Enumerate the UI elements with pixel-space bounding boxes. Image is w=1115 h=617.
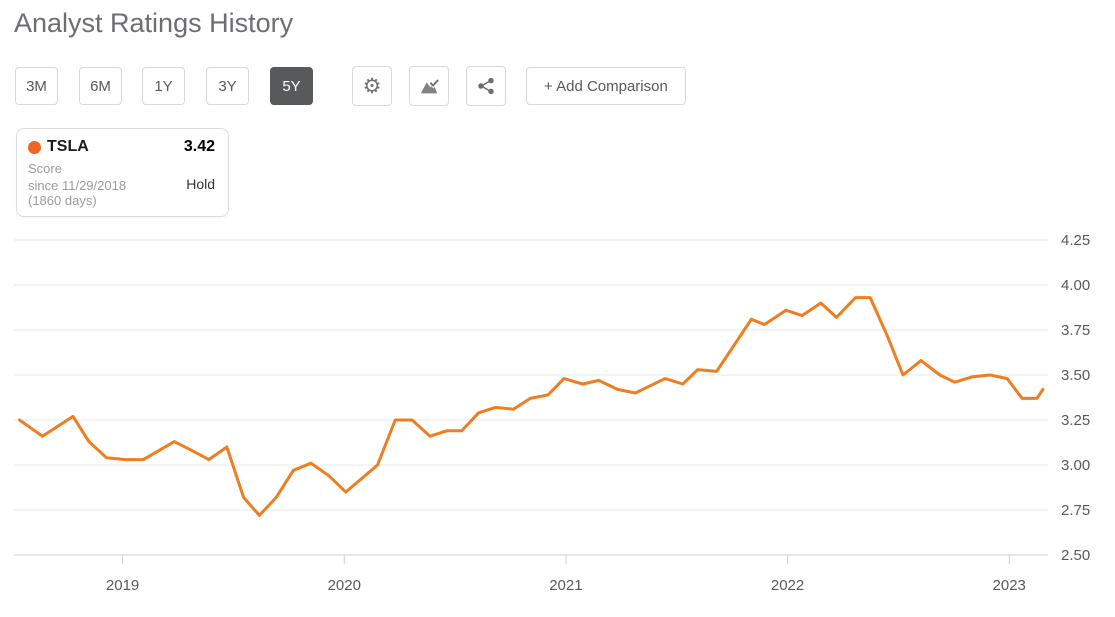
y-tick-label: 3.00 [1061, 457, 1090, 474]
series-dot-icon [28, 141, 41, 154]
y-tick-label: 3.75 [1061, 322, 1090, 339]
y-tick-label: 2.50 [1061, 547, 1090, 564]
page-title: Analyst Ratings History [14, 8, 294, 38]
legend-score-label: Score [28, 161, 62, 176]
y-tick-label: 3.25 [1061, 412, 1090, 429]
legend-since-date: since 11/29/2018 [28, 178, 127, 193]
share-icon [476, 76, 496, 96]
legend-card: TSLA 3.42 Score since 11/29/2018 (1860 d… [16, 128, 229, 217]
legend-since-days: (1860 days) [28, 193, 97, 208]
x-tick-label: 2022 [771, 577, 804, 594]
range-button-1y[interactable]: 1Y [142, 67, 185, 105]
y-tick-label: 4.25 [1061, 232, 1090, 249]
y-tick-label: 3.50 [1061, 367, 1090, 384]
legend-ticker: TSLA [47, 138, 89, 155]
y-tick-label: 4.00 [1061, 277, 1090, 294]
chart-style-button[interactable] [409, 66, 449, 106]
range-button-5y[interactable]: 5Y [270, 67, 313, 105]
range-button-3m[interactable]: 3M [15, 67, 58, 105]
range-button-3y[interactable]: 3Y [206, 67, 249, 105]
x-tick-label: 2020 [328, 577, 361, 594]
x-tick-label: 2023 [993, 577, 1026, 594]
x-tick-label: 2021 [549, 577, 582, 594]
x-tick-label: 2019 [106, 577, 139, 594]
gear-icon: ⚙ [362, 73, 382, 98]
legend-score-value: 3.42 [183, 138, 215, 155]
add-comparison-button[interactable]: + Add Comparison [526, 67, 686, 105]
range-button-6m[interactable]: 6M [79, 67, 122, 105]
y-tick-label: 2.75 [1061, 502, 1090, 519]
settings-button[interactable]: ⚙ [352, 66, 392, 106]
score-line-series[interactable] [18, 296, 1045, 517]
mountain-chart-icon [418, 75, 440, 97]
legend-rating-badge: Hold [186, 176, 215, 192]
share-button[interactable] [466, 66, 506, 106]
